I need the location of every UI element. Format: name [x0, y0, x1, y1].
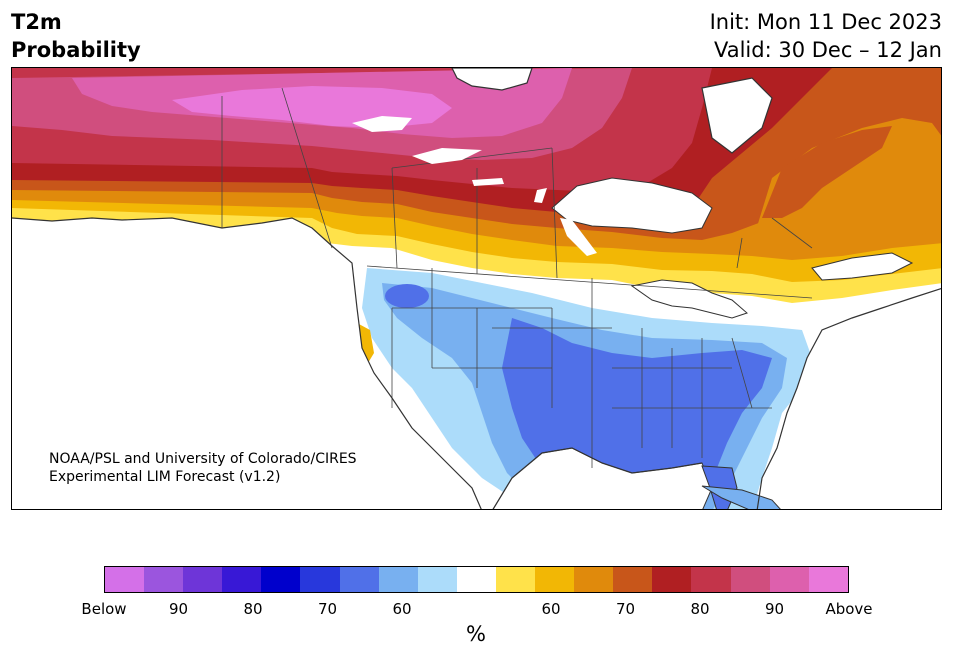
colorbar-segment: [535, 567, 575, 592]
probability-colorbar: [104, 566, 849, 593]
colorbar-segment: [574, 567, 614, 592]
pacific-ocean: [12, 218, 482, 509]
colorbar-unit-label: %: [466, 622, 486, 646]
political-boundaries: [221, 87, 813, 468]
below-blob-northwest: [385, 284, 429, 308]
colorbar-tick-label: 60: [541, 600, 561, 618]
colorbar-segment: [730, 567, 770, 592]
lake-athabasca: [472, 178, 504, 186]
colorbar-segment: [417, 567, 457, 592]
forecast-map: NOAA/PSL and University of Colorado/CIRE…: [11, 67, 942, 510]
colorbar-tick-label: 90: [168, 600, 189, 618]
valid-date: Valid: 30 Dec – 12 Jan: [713, 38, 942, 62]
colorbar-segment: [144, 567, 184, 592]
colorbar-segment: [183, 567, 223, 592]
colorbar-segment: [105, 567, 145, 592]
lake-winnipeg: [560, 218, 597, 256]
colorbar-segment: [222, 567, 262, 592]
title-line-1: T2m: [11, 10, 62, 34]
credit-line-1: NOAA/PSL and University of Colorado/CIRE…: [49, 451, 357, 467]
above-coast-california: [357, 323, 374, 363]
above-lobe-northeast-inner: [762, 126, 892, 218]
great-bear-lake: [352, 116, 412, 132]
colorbar-segment: [378, 567, 418, 592]
colorbar-tick-label: Below: [81, 600, 127, 618]
colorbar-segment: [691, 567, 731, 592]
colorbar-segment: [769, 567, 809, 592]
title-line-2: Probability: [11, 38, 141, 62]
arctic-water: [452, 68, 532, 90]
init-date: Init: Mon 11 Dec 2023: [709, 10, 942, 34]
great-lakes: [630, 279, 748, 319]
hudson-bay: [551, 177, 713, 234]
gulf-of-st-lawrence: [811, 252, 914, 281]
colorbar-segment: [261, 567, 301, 592]
colorbar-tick-label: 60: [392, 600, 412, 618]
colorbar-tick-label: 70: [317, 600, 338, 618]
reindeer-lake: [534, 188, 547, 203]
colorbar-segment: [652, 567, 692, 592]
probability-map-svg: [12, 68, 941, 509]
colorbar-segment: [495, 567, 536, 592]
colorbar-segment: [300, 567, 340, 592]
colorbar-tick-label: 80: [243, 600, 263, 618]
colorbar-segment: [456, 567, 496, 592]
colorbar-segment: [339, 567, 379, 592]
forecast-dates: Init: Mon 11 Dec 2023 Valid: 30 Dec – 12…: [710, 8, 942, 64]
colorbar-tick-label: 80: [690, 600, 710, 618]
map-title: T2m Probability: [11, 8, 141, 64]
credit-line-2: Experimental LIM Forecast (v1.2): [49, 469, 281, 485]
atlantic-ocean: [757, 288, 941, 509]
great-slave-lake: [412, 148, 482, 164]
colorbar-tick-label: 90: [764, 600, 785, 618]
cuba: [701, 485, 781, 509]
colorbar-tick-label: Above: [825, 600, 873, 618]
colorbar-segment: [613, 567, 653, 592]
map-credit: NOAA/PSL and University of Colorado/CIRE…: [49, 450, 357, 486]
coastlines: [12, 68, 941, 509]
above-lobe-northeast: [752, 118, 941, 248]
colorbar-segment: [808, 567, 848, 592]
colorbar-tick-label: 70: [615, 600, 636, 618]
